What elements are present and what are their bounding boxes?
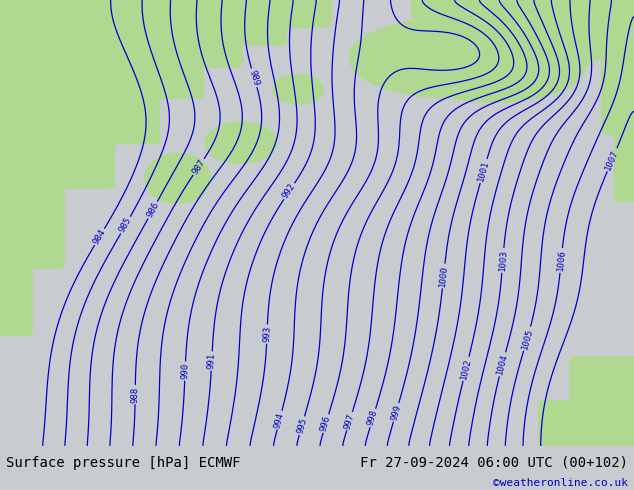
Text: 987: 987 xyxy=(190,158,207,176)
Text: 990: 990 xyxy=(180,363,190,379)
Text: 984: 984 xyxy=(91,228,107,246)
Text: 1002: 1002 xyxy=(459,357,473,380)
Text: 999: 999 xyxy=(389,403,403,421)
Text: 1001: 1001 xyxy=(476,159,491,183)
Text: 986: 986 xyxy=(145,201,160,220)
Text: 1006: 1006 xyxy=(555,249,567,271)
Text: 996: 996 xyxy=(320,415,332,433)
Text: 991: 991 xyxy=(207,353,217,369)
Text: 988: 988 xyxy=(131,386,140,403)
Text: ©weatheronline.co.uk: ©weatheronline.co.uk xyxy=(493,478,628,489)
Text: 993: 993 xyxy=(262,326,272,343)
Text: 1000: 1000 xyxy=(438,265,450,287)
Text: 1004: 1004 xyxy=(495,353,510,376)
Text: 997: 997 xyxy=(343,412,356,430)
Text: 994: 994 xyxy=(273,411,286,429)
Text: 998: 998 xyxy=(366,409,380,427)
Text: 989: 989 xyxy=(248,69,261,87)
Text: 1007: 1007 xyxy=(604,148,621,171)
Text: 1005: 1005 xyxy=(520,327,534,350)
Text: 992: 992 xyxy=(281,182,297,200)
Text: 995: 995 xyxy=(295,416,308,435)
Text: 1003: 1003 xyxy=(498,249,508,271)
Text: Surface pressure [hPa] ECMWF: Surface pressure [hPa] ECMWF xyxy=(6,456,241,469)
Text: 985: 985 xyxy=(118,216,133,234)
Text: Fr 27-09-2024 06:00 UTC (00+102): Fr 27-09-2024 06:00 UTC (00+102) xyxy=(359,456,628,469)
